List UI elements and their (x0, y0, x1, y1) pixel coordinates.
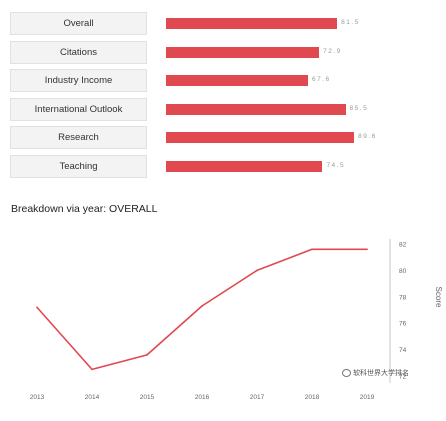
metric-label[interactable]: Research (10, 126, 147, 149)
metric-bar (166, 18, 338, 29)
metric-value: 81.5 (341, 19, 360, 26)
metric-label[interactable]: International Outlook (10, 97, 147, 121)
metric-row: International Outlook 85.5 (0, 97, 446, 123)
watermark-text: 软科世界大学排名 (353, 370, 409, 377)
y-tick-label: 72 (399, 374, 407, 381)
x-tick-label: 2019 (360, 394, 375, 401)
metric-bar (166, 103, 346, 115)
y-tick-label: 76 (399, 321, 407, 328)
data-point[interactable] (311, 248, 313, 251)
metric-value: 89.6 (358, 133, 377, 140)
metric-row: Industry Income 67.6 (0, 68, 446, 94)
metric-label[interactable]: Teaching (10, 154, 147, 178)
metric-value: 72.9 (323, 47, 342, 55)
metric-list: Overall 81.5 Citations 72.9 Industry Income 6… (0, 0, 446, 190)
metric-label[interactable]: Industry Income (10, 69, 147, 92)
x-tick-label: 2015 (140, 394, 155, 401)
x-tick-label: 2018 (305, 394, 320, 401)
metric-bar (166, 132, 355, 143)
series-line (36, 248, 367, 371)
y-tick-label: 82 (399, 242, 407, 249)
y-tick-label: 80 (399, 268, 407, 275)
y-axis-label: Score (434, 287, 443, 308)
metric-row: Teaching 74.5 (0, 154, 446, 180)
metric-bar (166, 160, 323, 172)
metric-row: Citations 72.9 (0, 40, 446, 66)
metric-bar (166, 75, 308, 86)
y-tick-label: 78 (399, 294, 407, 301)
metric-label[interactable]: Overall (10, 12, 147, 35)
wechat-icon (342, 369, 351, 377)
x-tick-label: 2013 (30, 394, 45, 401)
data-point[interactable] (146, 353, 148, 356)
metric-label[interactable]: Citations (10, 40, 147, 64)
data-point[interactable] (366, 248, 368, 251)
x-tick-label: 2016 (195, 394, 210, 401)
metric-value: 85.5 (349, 104, 369, 112)
data-point[interactable] (201, 305, 203, 307)
metric-value: 67.6 (311, 76, 331, 83)
data-point[interactable] (91, 368, 93, 371)
breakdown-title: Breakdown via year: OVERALL (11, 203, 158, 215)
x-tick-label: 2017 (250, 394, 265, 401)
metric-value: 74.5 (326, 161, 346, 169)
x-tick-label: 2014 (85, 394, 100, 401)
metric-row: Overall 81.5 (0, 11, 446, 37)
y-tick-label: 74 (399, 347, 407, 354)
metric-row: Research 89.6 (0, 125, 446, 151)
metric-bar (166, 46, 320, 58)
data-point[interactable] (36, 306, 38, 309)
data-point[interactable] (256, 269, 258, 272)
watermark: 软科世界大学排名 (342, 368, 409, 378)
